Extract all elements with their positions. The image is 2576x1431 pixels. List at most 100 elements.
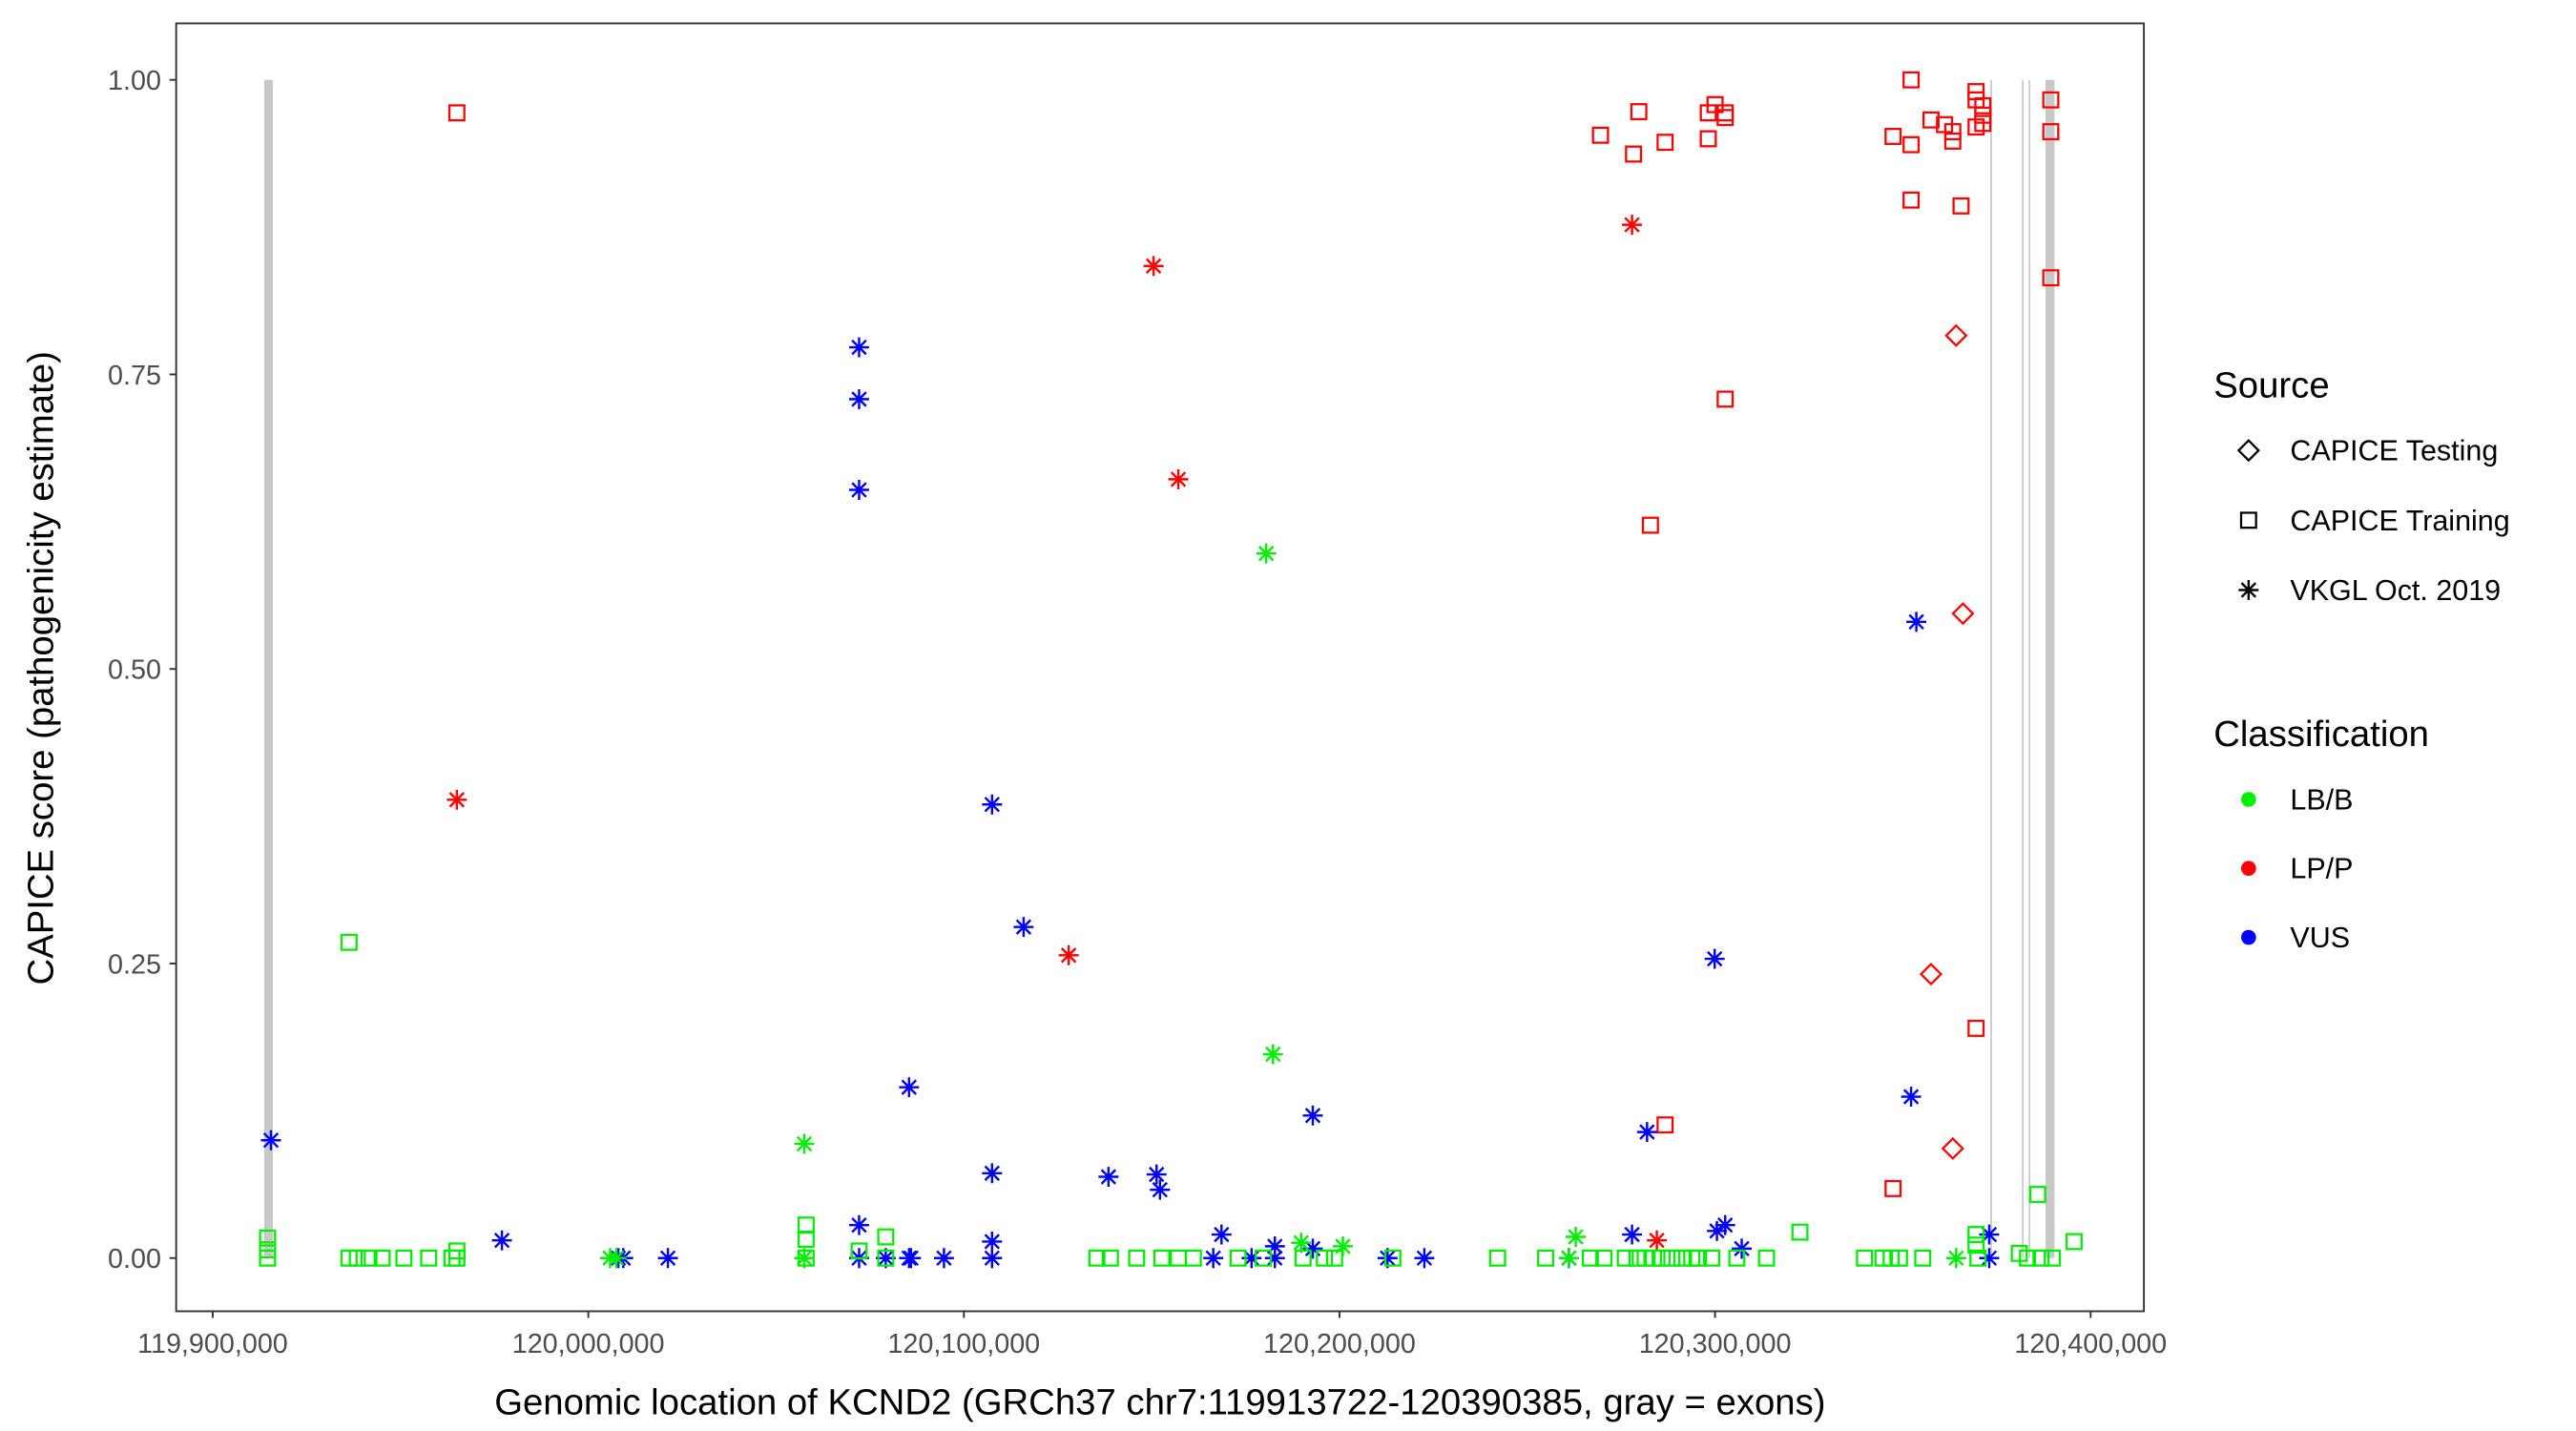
y-tick-label: 0.75 xyxy=(108,361,161,391)
data-point xyxy=(1974,96,1992,114)
x-tick-label: 120,000,000 xyxy=(512,1329,665,1359)
data-point xyxy=(1622,1224,1643,1245)
data-point xyxy=(1414,1248,1435,1269)
data-point xyxy=(1645,1249,1663,1267)
data-point xyxy=(1559,1248,1579,1269)
data-point xyxy=(447,1242,466,1260)
data-point xyxy=(1943,123,1962,141)
data-point xyxy=(1595,1249,1613,1267)
data-point xyxy=(1690,1249,1708,1267)
data-point xyxy=(1716,390,1735,408)
legend-class-dot-icon xyxy=(2241,929,2256,945)
data-point xyxy=(420,1249,438,1267)
data-point xyxy=(1128,1249,1146,1267)
data-point xyxy=(1537,1249,1555,1267)
data-point xyxy=(797,1231,815,1248)
data-point xyxy=(1974,114,1992,133)
data-point xyxy=(1906,612,1927,633)
data-point xyxy=(1264,1248,1285,1269)
legend-source-label: CAPICE Testing xyxy=(2290,435,2498,467)
data-point xyxy=(877,1228,895,1246)
data-point xyxy=(875,1248,896,1269)
data-point xyxy=(849,1214,869,1235)
exon-bar xyxy=(1990,79,1992,1258)
y-tick-label: 0.50 xyxy=(108,655,161,686)
data-point xyxy=(849,480,869,500)
data-point xyxy=(1255,1249,1272,1267)
data-point xyxy=(1143,256,1164,277)
data-point xyxy=(877,1249,895,1267)
legend-source-diamond-icon xyxy=(2236,439,2260,463)
x-axis-title: Genomic location of KCND2 (GRCh37 chr7:1… xyxy=(494,1381,1825,1422)
data-point xyxy=(1890,1249,1908,1267)
data-point xyxy=(1943,132,1962,150)
data-point xyxy=(1902,71,1921,89)
data-point xyxy=(1653,1249,1672,1267)
y-axis-title: CAPICE score (pathogenicity estimate) xyxy=(21,351,62,985)
y-tick-label: 0.00 xyxy=(108,1244,161,1275)
y-tick-label: 1.00 xyxy=(108,66,161,96)
data-point xyxy=(1488,1249,1506,1267)
legend-source-square-icon xyxy=(2239,511,2257,529)
data-point xyxy=(1150,1179,1171,1200)
data-point xyxy=(1203,1248,1224,1269)
data-point xyxy=(1581,1249,1599,1267)
legend-source-label: CAPICE Training xyxy=(2290,505,2509,537)
data-point xyxy=(1704,948,1725,969)
data-point xyxy=(1566,1227,1587,1247)
data-point xyxy=(1951,602,1975,626)
data-point xyxy=(348,1249,366,1267)
data-point xyxy=(1013,917,1034,938)
data-point xyxy=(1791,1223,1809,1241)
data-point xyxy=(1856,1249,1874,1267)
data-point xyxy=(1714,1214,1735,1235)
data-point xyxy=(1211,1224,1232,1245)
data-point xyxy=(373,1249,391,1267)
data-point xyxy=(1884,1179,1902,1197)
data-point xyxy=(1967,1226,1985,1244)
data-point xyxy=(2032,1249,2050,1267)
data-point xyxy=(901,1248,922,1269)
data-point xyxy=(1184,1249,1202,1267)
exon-bar xyxy=(263,79,273,1258)
data-points xyxy=(259,71,2083,1269)
data-point xyxy=(794,1248,815,1269)
data-point xyxy=(1241,1248,1262,1269)
data-point xyxy=(1101,1249,1119,1267)
data-point xyxy=(1979,1248,2000,1269)
x-axis: 119,900,000 120,000,000 120,100,000 120,200… xyxy=(137,1311,2167,1359)
x-tick-label: 120,100,000 xyxy=(887,1329,1040,1359)
data-point xyxy=(899,1077,920,1098)
data-point xyxy=(1884,128,1902,145)
data-point xyxy=(1707,1220,1728,1241)
data-point xyxy=(1945,1248,1966,1269)
data-point xyxy=(849,337,869,358)
exon-bar xyxy=(2022,79,2024,1258)
data-point xyxy=(1302,1238,1323,1259)
data-point xyxy=(1256,543,1277,564)
y-tick-label: 0.25 xyxy=(108,949,161,980)
data-point xyxy=(1967,1236,1985,1255)
data-point xyxy=(1325,1249,1343,1267)
data-point xyxy=(850,1242,868,1260)
data-point xyxy=(1302,1105,1323,1126)
data-point xyxy=(933,1248,954,1269)
data-point xyxy=(1098,1167,1119,1187)
data-point xyxy=(1291,1233,1312,1254)
exon-bars xyxy=(263,79,2055,1258)
data-point xyxy=(1146,1164,1167,1185)
data-point xyxy=(1902,191,1921,209)
legend-source-asterisk-icon xyxy=(2238,580,2259,600)
data-point xyxy=(1622,215,1643,236)
data-point xyxy=(1941,1136,1964,1160)
data-point xyxy=(2028,1186,2046,1204)
data-point xyxy=(1383,1249,1402,1267)
data-point xyxy=(982,1231,1003,1252)
legend-class-dot-icon xyxy=(2241,792,2256,807)
data-point xyxy=(982,1248,1003,1269)
data-point xyxy=(1969,1249,1987,1267)
data-point xyxy=(1616,1249,1634,1267)
data-point xyxy=(447,789,467,810)
data-point xyxy=(1153,1249,1171,1267)
